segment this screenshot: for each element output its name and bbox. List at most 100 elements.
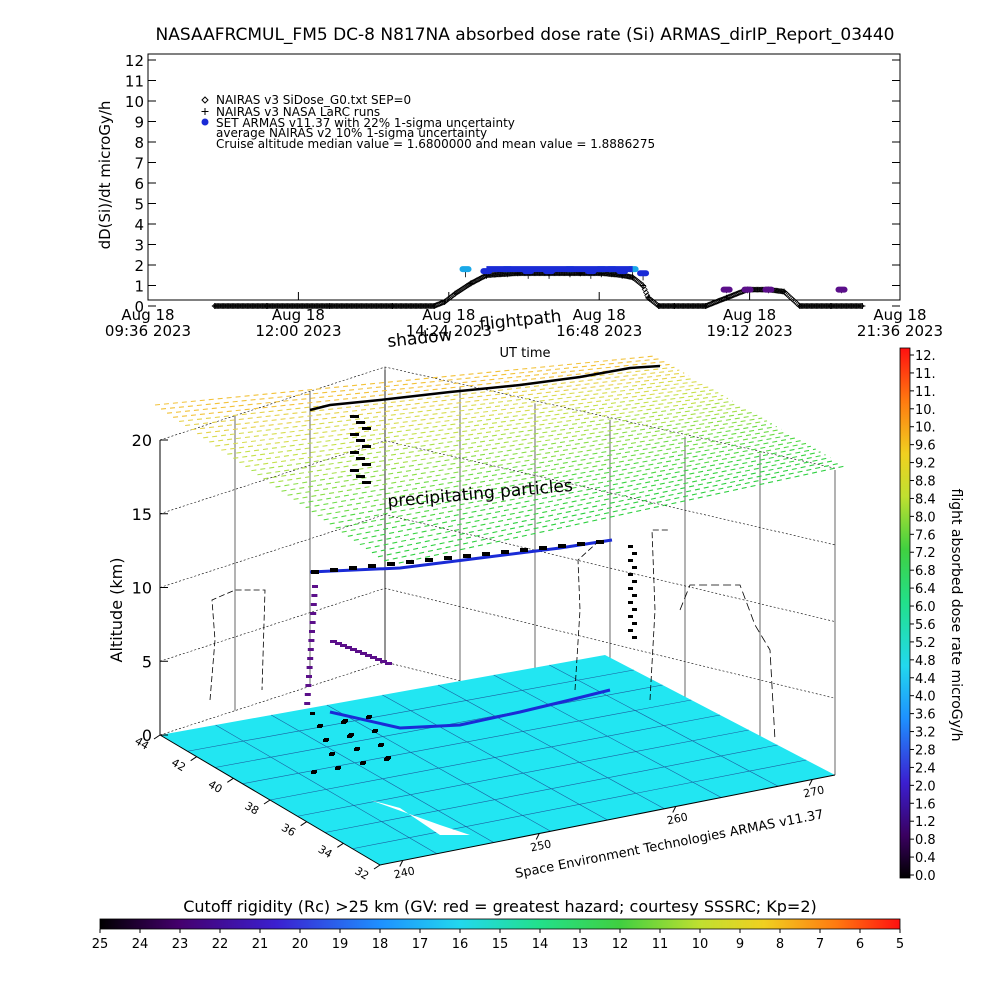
ground-map xyxy=(160,655,835,865)
descent-marker xyxy=(632,636,637,639)
y-tick-label: 4 xyxy=(134,216,144,234)
x-tick-label: Aug 18 xyxy=(272,306,325,324)
particle-stripe xyxy=(389,465,846,566)
nairas-larc-point xyxy=(655,303,662,309)
ascent-marker xyxy=(310,603,317,606)
segment-marker xyxy=(350,648,357,651)
longitude-tick-label: 240 xyxy=(393,864,416,881)
chart-title: NASAAFRCMUL_FM5 DC-8 N817NA absorbed dos… xyxy=(156,25,895,45)
descent-marker xyxy=(632,608,637,611)
shadow-descent-marker xyxy=(356,457,365,460)
ground-marker xyxy=(343,719,348,722)
longitude-ticks: 240 250 260 270 xyxy=(393,779,825,881)
nairas-point xyxy=(470,279,477,286)
particle-stripe xyxy=(377,459,836,558)
ground-marker xyxy=(355,747,360,750)
ground-marker xyxy=(373,729,378,732)
segment-marker xyxy=(340,644,347,647)
legend-item-nairas-sep: NAIRAS v3 SiDose_G0.txt SEP=0 xyxy=(201,93,411,107)
x-tick-label: 19:12 2023 xyxy=(707,322,793,340)
nairas-larc-point xyxy=(431,303,438,309)
descent-marker xyxy=(628,573,633,576)
dose-colorbar-tick-label: 5.6 xyxy=(915,618,936,633)
particle-stripe xyxy=(251,400,734,472)
cruise-marker xyxy=(463,554,471,558)
nairas-point xyxy=(775,287,782,294)
particle-stripe xyxy=(185,369,680,427)
dose-colorbar-tick-label: 8.4 xyxy=(915,492,936,507)
armas-cruise-band xyxy=(486,266,633,273)
rigidity-colorbar-tick-label: 21 xyxy=(252,937,269,952)
nairas-larc-point xyxy=(211,303,218,309)
particle-stripe xyxy=(305,425,777,509)
nairas-point xyxy=(607,271,614,278)
dose-colorbar-tick-label: 7.2 xyxy=(915,546,936,561)
latitude-tick xyxy=(153,734,161,740)
segment-marker xyxy=(335,642,342,645)
y-tick-label: 0 xyxy=(134,298,144,316)
particle-stripe xyxy=(227,389,714,455)
dose-colorbar-tick-label: 0.4 xyxy=(915,851,936,866)
nairas-larc-point xyxy=(723,294,730,301)
descent-marker xyxy=(628,629,633,632)
ground-marker xyxy=(310,712,315,715)
legend-label: SET ARMAS v11.37 with 22% 1-sigma uncert… xyxy=(216,116,515,130)
x-tick-label: Aug 18 xyxy=(573,306,626,324)
particle-stripe xyxy=(179,366,675,422)
latitude-tick xyxy=(227,777,234,783)
altitude-tick-label: 5 xyxy=(142,652,152,671)
nairas-larc-point xyxy=(702,303,709,309)
top-plot-frame xyxy=(147,53,901,301)
armas-point xyxy=(835,286,848,293)
map-water xyxy=(370,800,470,835)
ascent-marker xyxy=(304,702,311,705)
wall-projection xyxy=(649,529,670,701)
particle-stripe xyxy=(383,462,841,562)
nairas-point xyxy=(642,289,649,296)
segment-marker xyxy=(360,652,367,655)
x-tick-label: Aug 18 xyxy=(723,306,776,324)
dose-colorbar-tick-label: 0.8 xyxy=(915,833,936,848)
particle-stripe xyxy=(203,378,695,439)
nairas-larc-point xyxy=(671,303,678,309)
latitude-tick-label: 32 xyxy=(353,864,372,882)
dose-colorbar-tick-label: 2.8 xyxy=(915,743,936,758)
shadow-descent-marker xyxy=(356,421,365,424)
dose-colorbar: 12. 11. 11. 10. 10. 9.6 9.2 8.8 8.4 8.0 7.6 7.2 6.8 6… xyxy=(899,347,964,884)
y-tick-label: 8 xyxy=(134,134,144,152)
ascent-marker xyxy=(310,612,317,615)
nairas-point xyxy=(599,270,606,277)
rigidity-colorbar-tick-label: 5 xyxy=(896,937,904,952)
map-grid-line xyxy=(437,684,665,810)
latitude-tick-label: 40 xyxy=(206,778,225,796)
particle-stripe xyxy=(221,386,709,451)
ascent-marker xyxy=(305,684,312,687)
rigidity-colorbar-tick-label: 11 xyxy=(652,937,669,952)
cruise-marker xyxy=(406,560,414,564)
descent-marker xyxy=(632,580,637,583)
x-tick-label: 21:36 2023 xyxy=(857,322,943,340)
annotation-shadow: shadow xyxy=(386,325,453,352)
dose-colorbar-tick-label: 2.0 xyxy=(915,779,936,794)
diamond-icon xyxy=(201,96,209,104)
latitude-tick-label: 34 xyxy=(316,843,335,861)
x-tick-label: Aug 18 xyxy=(873,306,926,324)
segment-marker xyxy=(355,650,362,653)
latitude-tick-label: 38 xyxy=(243,799,262,817)
legend-label: average NAIRAS v2 10% 1-sigma uncertaint… xyxy=(216,126,487,140)
descent-marker xyxy=(628,615,633,618)
dose-colorbar-ticks: 12. 11. 11. 10. 10. 9.6 9.2 8.8 8.4 8.0 7.6 7.2 6.8 6… xyxy=(910,349,936,884)
precipitating-particles-layer xyxy=(154,355,846,566)
dose-colorbar-label: flight absorbed dose rate microGy/h xyxy=(948,489,964,742)
cruise-marker xyxy=(558,544,566,548)
particle-stripe xyxy=(311,428,782,513)
ground-marker xyxy=(361,761,366,764)
nairas-point xyxy=(858,303,865,309)
annotation-flightpath: flightpath xyxy=(478,306,562,334)
longitude-tick xyxy=(535,833,540,840)
latitude-tick xyxy=(300,821,307,827)
top-x-axis-label: UT time xyxy=(500,346,551,361)
nairas-point xyxy=(442,298,449,305)
y-tick-label: 11 xyxy=(125,73,144,91)
ground-marker xyxy=(349,733,354,736)
